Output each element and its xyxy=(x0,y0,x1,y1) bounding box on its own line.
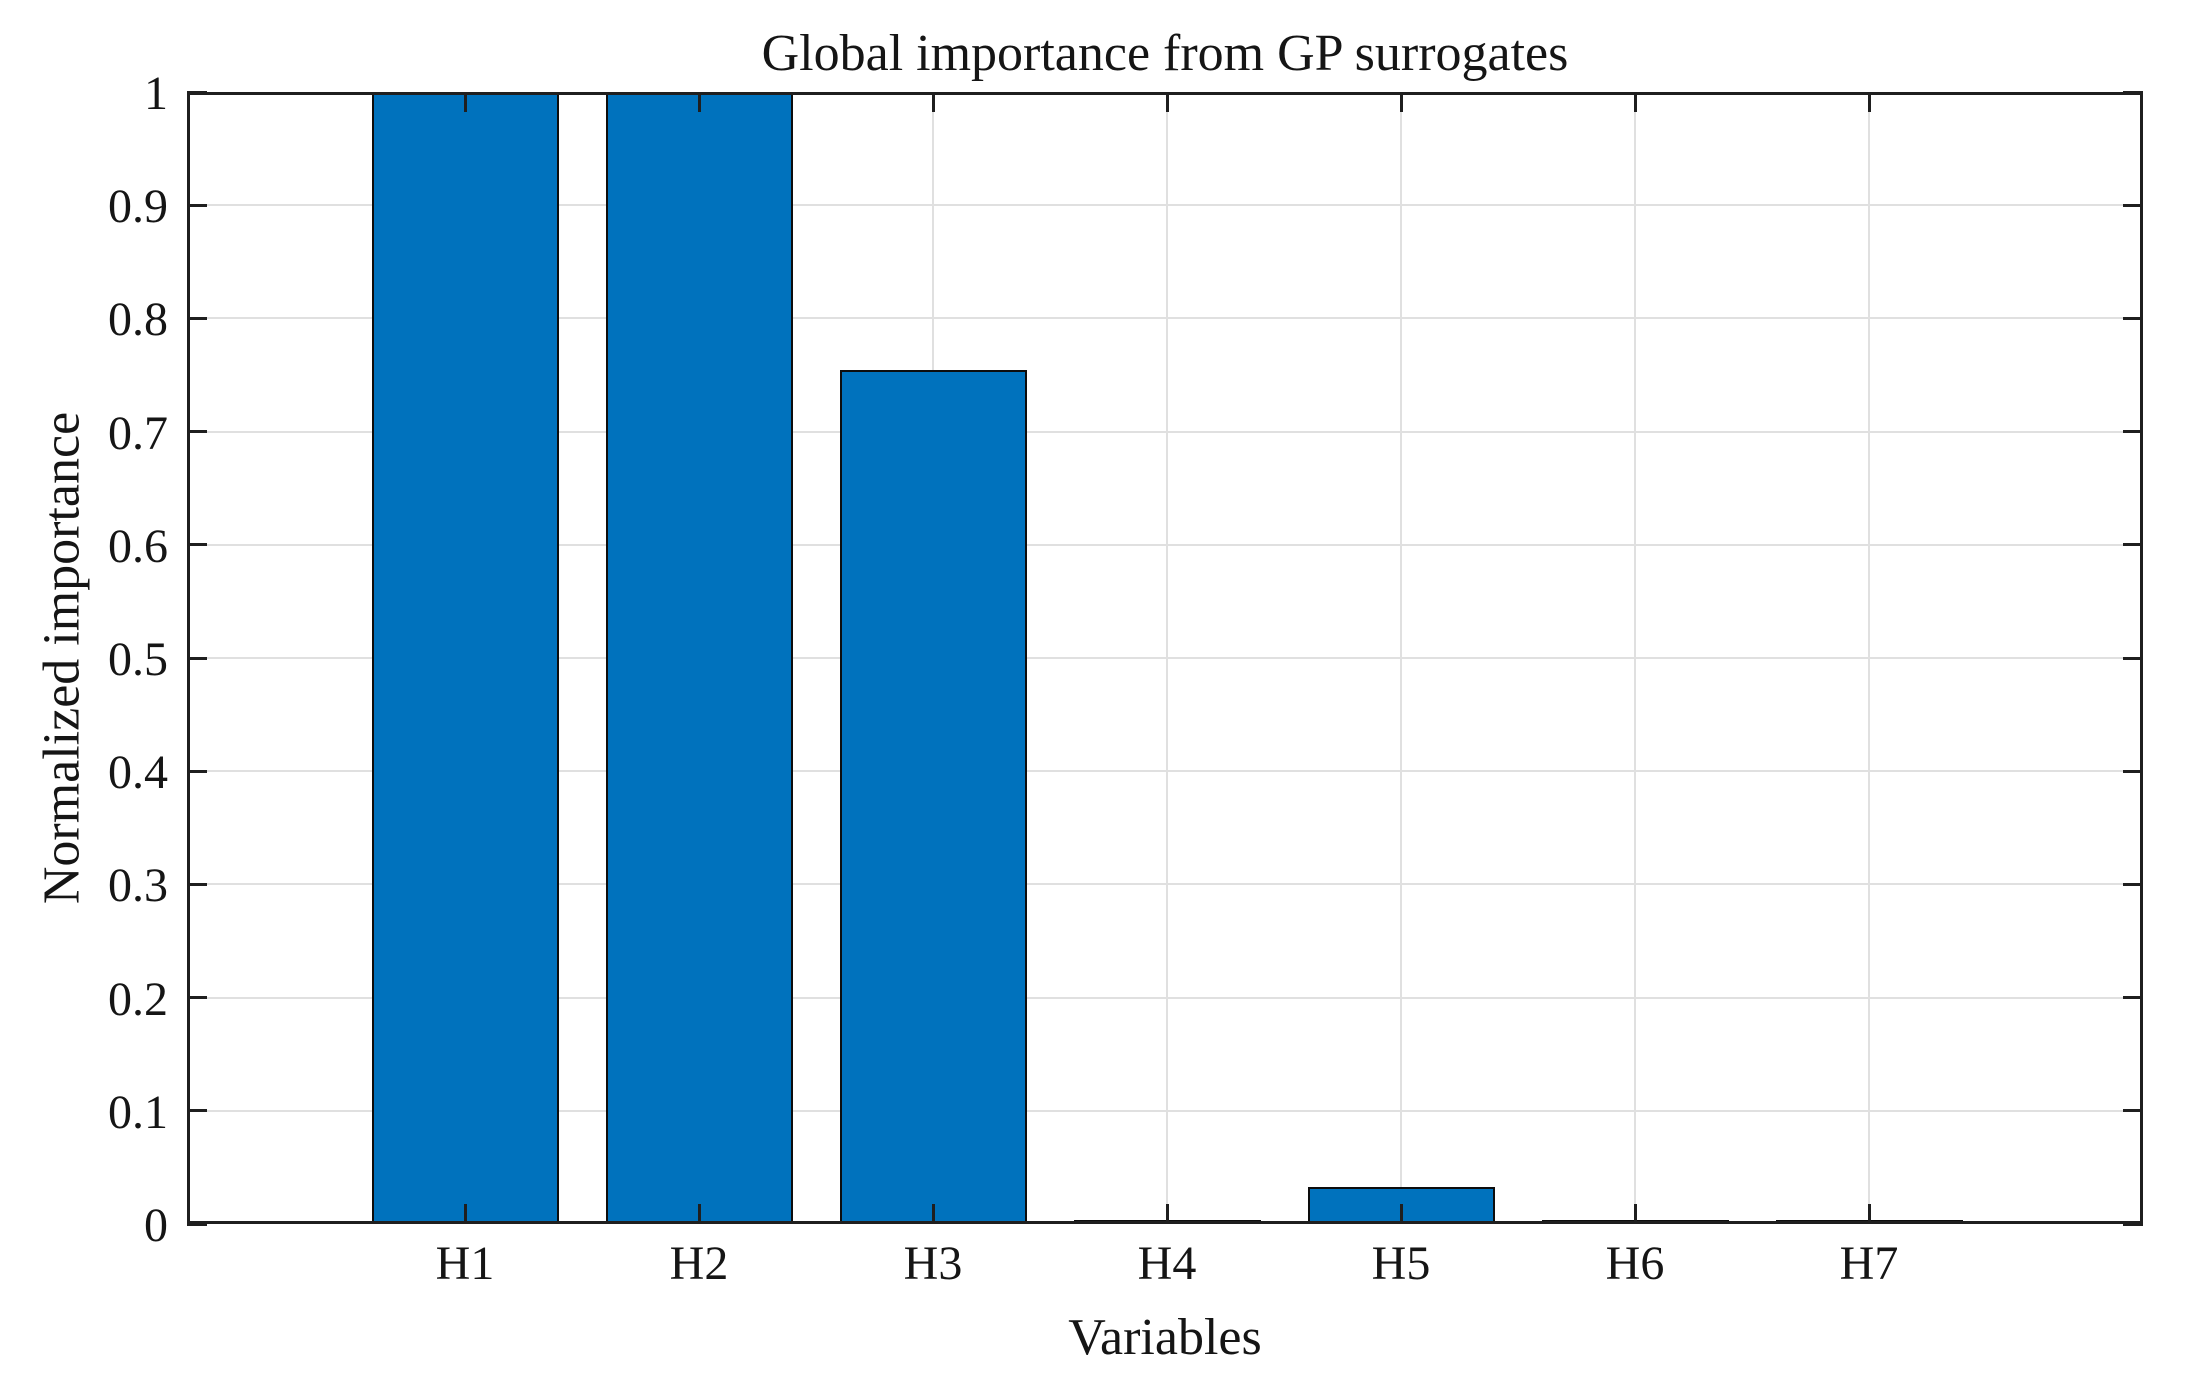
vertical-gridline xyxy=(1166,92,1168,1224)
x-tick-mark-top xyxy=(1867,92,1871,112)
x-tick-mark-top xyxy=(1165,92,1169,112)
y-tick-label: 0.4 xyxy=(108,746,168,800)
y-tick-mark-right xyxy=(2123,769,2143,773)
y-tick-mark-left xyxy=(187,769,207,773)
y-tick-mark-right xyxy=(2123,90,2143,94)
y-tick-mark-right xyxy=(2123,882,2143,886)
x-tick-label: H6 xyxy=(1605,1237,1665,1290)
y-tick-label: 0.9 xyxy=(108,180,168,234)
x-tick-mark-bottom xyxy=(1633,1204,1637,1224)
horizontal-gridline xyxy=(187,770,2143,773)
y-tick-label: 1 xyxy=(144,67,168,120)
x-tick-label: H7 xyxy=(1839,1237,1899,1290)
horizontal-gridline xyxy=(187,317,2143,320)
horizontal-gridline xyxy=(187,543,2143,546)
horizontal-gridline xyxy=(187,1109,2143,1112)
bar xyxy=(605,92,793,1224)
y-tick-label: 0.5 xyxy=(108,633,168,686)
y-tick-mark-right xyxy=(2123,543,2143,547)
y-tick-mark-right xyxy=(2123,996,2143,1000)
vertical-gridline xyxy=(1400,92,1402,1224)
x-tick-label: H3 xyxy=(903,1237,963,1290)
x-tick-mark-bottom xyxy=(1399,1204,1403,1224)
horizontal-gridline xyxy=(187,996,2143,999)
y-tick-label: 0 xyxy=(144,1199,168,1252)
y-tick-mark-left xyxy=(187,316,207,320)
x-tick-mark-top xyxy=(1399,92,1403,112)
x-tick-mark-bottom xyxy=(1165,1204,1169,1224)
y-tick-label: 0.2 xyxy=(108,972,168,1026)
y-tick-mark-left xyxy=(187,996,207,1000)
x-tick-label: H4 xyxy=(1137,1237,1197,1290)
bar xyxy=(839,370,1027,1224)
x-tick-mark-bottom xyxy=(1867,1204,1871,1224)
x-tick-label: H1 xyxy=(435,1237,495,1290)
bar xyxy=(371,92,559,1224)
x-axis-label: Variables xyxy=(1068,1309,1262,1366)
horizontal-gridline xyxy=(187,204,2143,207)
horizontal-gridline xyxy=(187,430,2143,433)
x-tick-label: H2 xyxy=(669,1237,729,1290)
y-tick-mark-right xyxy=(2123,1222,2143,1226)
y-tick-mark-right xyxy=(2123,656,2143,660)
y-tick-mark-left xyxy=(187,882,207,886)
y-tick-mark-left xyxy=(187,430,207,434)
y-tick-label: 0.6 xyxy=(108,519,168,573)
y-tick-mark-left xyxy=(187,656,207,660)
horizontal-gridline xyxy=(187,883,2143,886)
x-tick-mark-top xyxy=(931,92,935,112)
y-tick-mark-right xyxy=(2123,203,2143,207)
x-tick-mark-top xyxy=(697,92,701,112)
x-tick-mark-bottom xyxy=(697,1204,701,1224)
x-tick-label: H5 xyxy=(1371,1237,1431,1290)
horizontal-gridline xyxy=(187,657,2143,659)
vertical-gridline xyxy=(1868,92,1870,1224)
y-tick-mark-left xyxy=(187,90,207,94)
x-tick-mark-bottom xyxy=(463,1204,467,1224)
y-tick-mark-right xyxy=(2123,430,2143,434)
y-tick-label: 0.3 xyxy=(108,859,168,913)
chart-title: Global importance from GP surrogates xyxy=(761,25,1569,82)
y-tick-label: 0.1 xyxy=(108,1085,168,1139)
y-tick-mark-right xyxy=(2123,316,2143,320)
y-tick-mark-right xyxy=(2123,1109,2143,1113)
y-tick-label: 0.8 xyxy=(108,293,168,347)
y-tick-mark-left xyxy=(187,1222,207,1226)
y-tick-mark-left xyxy=(187,543,207,547)
x-tick-mark-top xyxy=(463,92,467,112)
vertical-gridline xyxy=(1634,92,1636,1224)
y-tick-label: 0.7 xyxy=(108,406,168,460)
x-tick-mark-bottom xyxy=(931,1204,935,1224)
y-tick-mark-left xyxy=(187,203,207,207)
y-tick-mark-left xyxy=(187,1109,207,1113)
plot-area xyxy=(187,90,2143,1226)
x-tick-mark-top xyxy=(1633,92,1637,112)
